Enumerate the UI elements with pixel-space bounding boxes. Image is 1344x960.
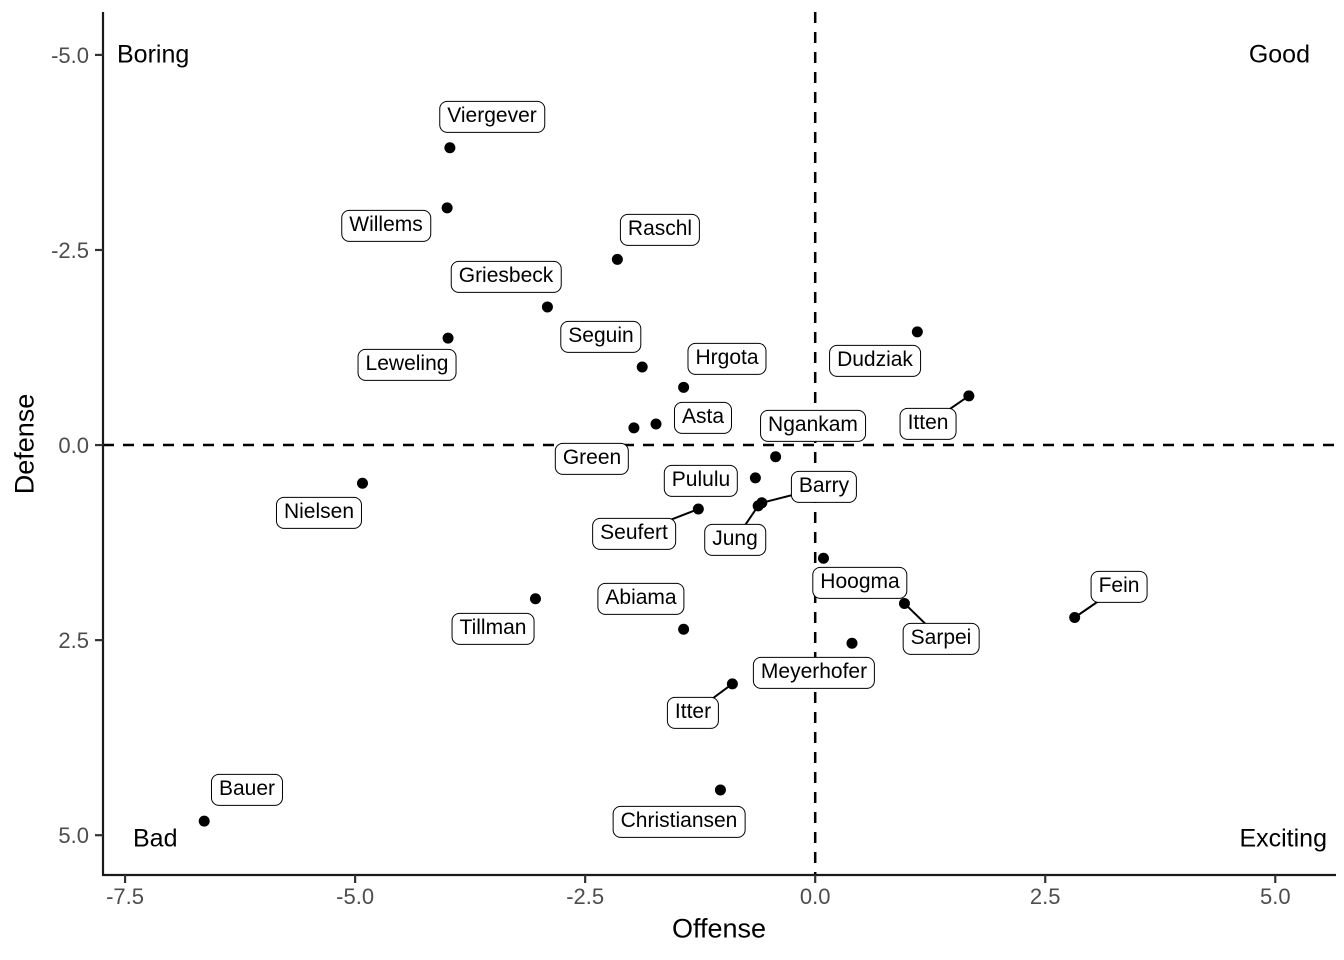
y-axis-tick-label: -5.0 xyxy=(51,43,89,68)
data-point xyxy=(628,422,640,434)
y-axis-tick-label: 0.0 xyxy=(58,433,89,458)
data-point xyxy=(650,418,662,430)
quadrant-label-exciting: Exciting xyxy=(1239,824,1327,853)
data-point xyxy=(444,142,456,154)
data-point xyxy=(692,503,704,515)
quadrant-label-bad: Bad xyxy=(133,824,178,853)
y-axis-tick-label: 2.5 xyxy=(58,628,89,653)
x-axis-tick-label: 5.0 xyxy=(1260,884,1291,909)
data-point xyxy=(441,202,453,214)
x-axis-tick-label: -2.5 xyxy=(566,884,604,909)
data-point xyxy=(846,637,858,649)
data-point xyxy=(529,593,541,605)
data-point xyxy=(726,678,738,690)
x-axis-title: Offense xyxy=(671,913,767,944)
data-point xyxy=(541,301,553,313)
x-axis-tick-label: -7.5 xyxy=(106,884,144,909)
data-point xyxy=(749,472,761,484)
leader-line xyxy=(1074,586,1120,619)
data-point xyxy=(817,552,829,564)
data-point xyxy=(752,500,764,512)
quadrant-label-boring: Boring xyxy=(117,40,190,69)
data-point xyxy=(963,390,975,402)
data-point xyxy=(898,597,910,609)
x-axis-tick-label: 0.0 xyxy=(800,884,831,909)
data-point xyxy=(1069,612,1081,624)
data-point xyxy=(714,784,726,796)
leader-line xyxy=(734,505,759,541)
data-point xyxy=(198,815,210,827)
leader-line xyxy=(927,395,970,425)
y-axis-tick-label: -2.5 xyxy=(51,238,89,263)
data-point xyxy=(611,253,623,265)
x-axis-tick-label: 2.5 xyxy=(1030,884,1061,909)
data-point xyxy=(442,332,454,344)
leader-line xyxy=(692,683,733,714)
y-axis-title: Defense xyxy=(9,393,40,495)
leader-line xyxy=(633,508,699,535)
x-axis-tick-label: -5.0 xyxy=(336,884,374,909)
leader-line xyxy=(903,602,942,640)
data-point xyxy=(678,623,690,635)
data-point xyxy=(770,451,782,463)
data-point xyxy=(678,381,690,393)
quadrant-label-good: Good xyxy=(1248,40,1310,69)
data-point xyxy=(636,361,648,373)
y-axis-tick-label: 5.0 xyxy=(58,823,89,848)
data-point xyxy=(356,477,368,489)
data-point xyxy=(911,326,923,338)
